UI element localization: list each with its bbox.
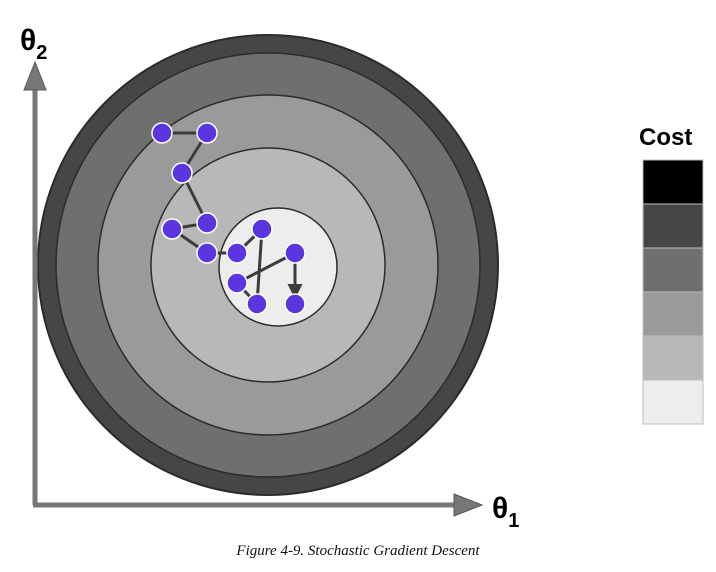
cost-swatch bbox=[642, 247, 704, 293]
x-axis-label: θ1 bbox=[492, 492, 519, 532]
path-point bbox=[161, 218, 183, 240]
cost-swatch bbox=[642, 159, 704, 205]
path-point bbox=[251, 218, 273, 240]
cost-legend: Cost bbox=[639, 124, 704, 425]
path-point bbox=[196, 242, 218, 264]
contour-ring-inner bbox=[218, 207, 338, 327]
axes bbox=[23, 60, 484, 517]
cost-legend-title: Cost bbox=[639, 124, 692, 151]
path-points bbox=[151, 122, 306, 315]
path-point bbox=[284, 293, 306, 315]
cost-swatch bbox=[642, 379, 704, 425]
path-point bbox=[196, 212, 218, 234]
path-point bbox=[196, 122, 218, 144]
path-point bbox=[151, 122, 173, 144]
cost-legend-swatches bbox=[642, 159, 704, 425]
cost-swatch bbox=[642, 203, 704, 249]
path-point bbox=[226, 272, 248, 294]
path-point bbox=[226, 242, 248, 264]
y-axis-label: θ2 bbox=[20, 24, 47, 64]
sgd-path bbox=[151, 122, 306, 315]
cost-swatch bbox=[642, 291, 704, 337]
path-point bbox=[171, 162, 193, 184]
cost-contours bbox=[37, 34, 499, 496]
cost-swatch bbox=[642, 335, 704, 381]
path-point bbox=[284, 242, 306, 264]
path-point bbox=[246, 293, 268, 315]
y-axis-arrowhead bbox=[23, 60, 47, 91]
figure-caption: Figure 4-9. Stochastic Gradient Descent bbox=[236, 543, 480, 559]
x-axis-arrowhead bbox=[453, 493, 484, 517]
